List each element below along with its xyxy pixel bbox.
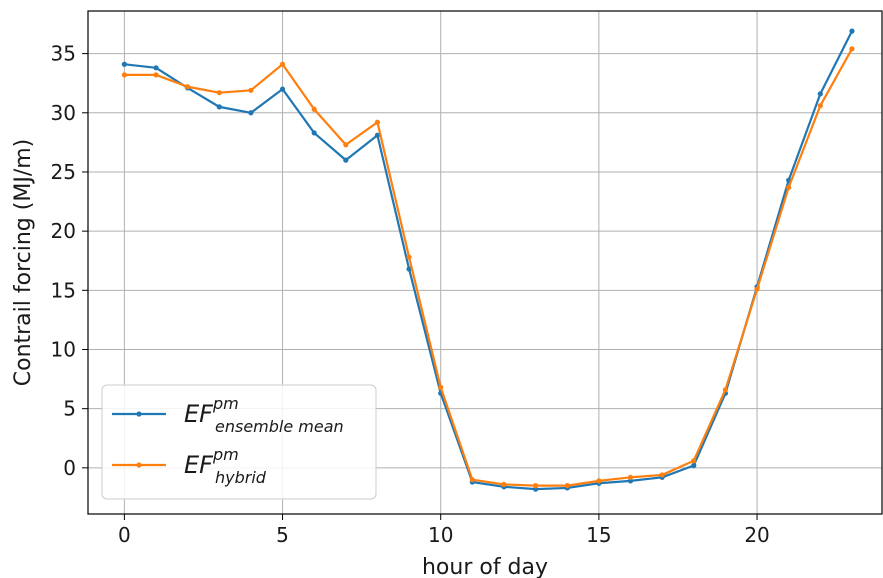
data-point bbox=[248, 110, 254, 116]
series-layer bbox=[121, 28, 855, 492]
legend-label: EFpm ensemble mean bbox=[184, 394, 344, 436]
data-point bbox=[849, 46, 855, 52]
x-tick-label: 15 bbox=[586, 523, 611, 547]
y-tick-label: 30 bbox=[51, 101, 76, 125]
data-point bbox=[691, 462, 697, 469]
legend-marker bbox=[136, 411, 142, 417]
data-point bbox=[153, 72, 159, 78]
data-point bbox=[311, 130, 317, 136]
data-point bbox=[406, 254, 412, 260]
x-tick-label: 10 bbox=[428, 523, 453, 547]
data-point bbox=[406, 266, 412, 272]
data-point bbox=[817, 103, 823, 109]
data-point bbox=[691, 458, 697, 464]
y-tick-label: 10 bbox=[51, 337, 76, 361]
x-tick-label: 0 bbox=[118, 523, 131, 547]
y-tick-label: 35 bbox=[51, 42, 76, 66]
series-1 bbox=[121, 46, 855, 489]
data-point bbox=[153, 65, 159, 71]
y-axis-label: Contrail forcing (MJ/m) bbox=[11, 139, 36, 387]
data-point bbox=[722, 387, 729, 393]
data-point bbox=[185, 84, 191, 90]
legend-box bbox=[101, 384, 377, 500]
data-point bbox=[343, 142, 349, 148]
y-tick-label: 5 bbox=[63, 397, 76, 421]
plot-frame bbox=[87, 10, 883, 515]
data-point bbox=[374, 132, 381, 138]
data-point bbox=[533, 482, 539, 489]
legend: EFpm ensemble mean EFpm hybrid bbox=[101, 384, 377, 500]
data-point bbox=[501, 481, 507, 488]
data-point bbox=[216, 104, 222, 110]
legend-marker bbox=[136, 462, 142, 468]
y-tick-label: 25 bbox=[51, 160, 76, 184]
data-point bbox=[849, 28, 855, 34]
series-line bbox=[124, 48, 853, 487]
data-point bbox=[279, 86, 286, 92]
data-point bbox=[121, 72, 127, 78]
data-point bbox=[659, 472, 665, 478]
y-tick-label: 20 bbox=[51, 219, 76, 243]
data-point bbox=[311, 106, 317, 112]
data-point bbox=[564, 482, 570, 489]
data-point bbox=[343, 157, 349, 163]
data-point bbox=[438, 384, 444, 390]
data-point bbox=[469, 477, 475, 483]
data-point bbox=[627, 474, 634, 480]
data-point bbox=[121, 61, 127, 67]
data-point bbox=[216, 90, 222, 96]
x-tick-label: 5 bbox=[276, 523, 289, 547]
data-point bbox=[596, 478, 602, 484]
x-axis-label: hour of day bbox=[422, 555, 548, 578]
data-point bbox=[279, 61, 286, 67]
data-point bbox=[817, 91, 823, 97]
data-point bbox=[754, 286, 760, 292]
data-point bbox=[786, 184, 792, 190]
y-tick-label: 15 bbox=[51, 278, 76, 302]
data-point bbox=[248, 87, 254, 93]
legend-label: EFpm hybrid bbox=[184, 445, 267, 487]
axis-ticks: 0 5 10 15 20 0 5 10 15 20 25 30 35 bbox=[51, 42, 770, 547]
data-point bbox=[374, 119, 381, 125]
x-tick-label: 20 bbox=[744, 523, 769, 547]
y-tick-label: 0 bbox=[63, 456, 76, 480]
